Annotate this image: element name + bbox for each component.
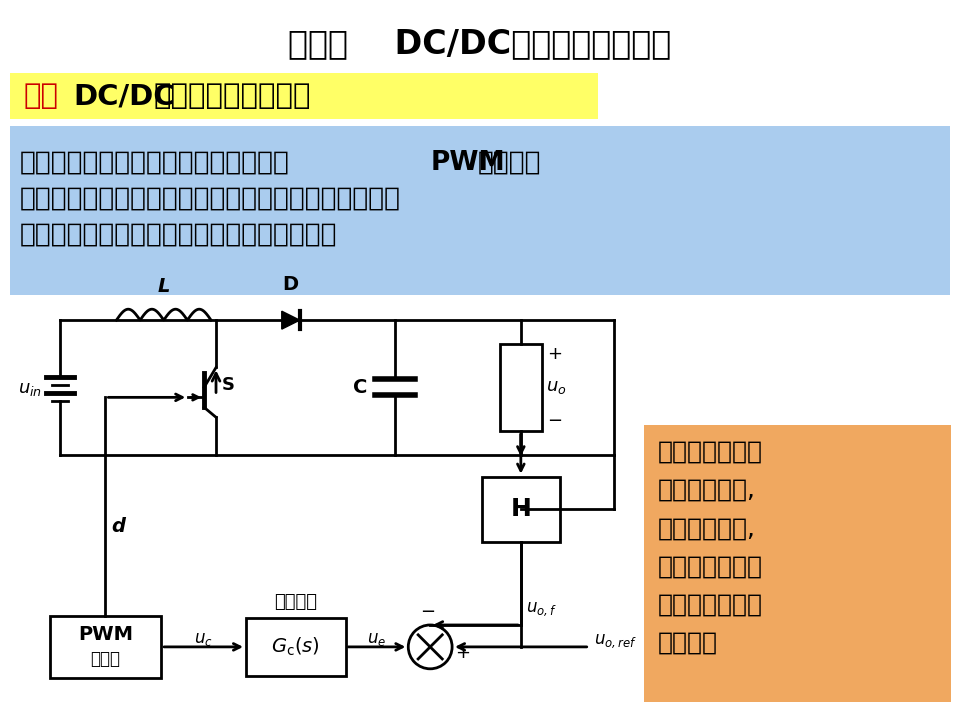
Text: D: D bbox=[282, 275, 299, 294]
Text: 调制器: 调制器 bbox=[90, 650, 120, 668]
Polygon shape bbox=[282, 311, 300, 329]
Text: d: d bbox=[111, 517, 126, 536]
Text: $u_{\mathregular{in}}$: $u_{\mathregular{in}}$ bbox=[17, 380, 41, 398]
Text: $u_{\mathregular{o,f}}$: $u_{\mathregular{o,f}}$ bbox=[526, 600, 557, 618]
Text: H: H bbox=[511, 498, 531, 521]
Text: 和动态性能的好坏与反馈控制设计密切相关。: 和动态性能的好坏与反馈控制设计密切相关。 bbox=[20, 222, 337, 248]
Text: $u_{\mathregular{o}}$: $u_{\mathregular{o}}$ bbox=[545, 379, 566, 397]
Text: C: C bbox=[353, 378, 368, 397]
Text: 第二章    DC/DC变换器的动态建模: 第二章 DC/DC变换器的动态建模 bbox=[288, 27, 672, 60]
Text: 一、: 一、 bbox=[24, 82, 59, 110]
Text: DC/DC: DC/DC bbox=[74, 82, 175, 110]
Circle shape bbox=[408, 625, 452, 669]
Bar bbox=[246, 618, 346, 676]
Text: 补偿网络: 补偿网络 bbox=[275, 593, 317, 611]
Text: S: S bbox=[222, 377, 235, 395]
Bar bbox=[10, 73, 597, 119]
Text: 先建立被控对象
动态数学模型,
得到传递函数,
再应用经典控制
理论进行补偿网
络设计。: 先建立被控对象 动态数学模型, 得到传递函数, 再应用经典控制 理论进行补偿网 … bbox=[658, 440, 762, 655]
Text: $G_{\mathregular{c}}(s)$: $G_{\mathregular{c}}(s)$ bbox=[272, 636, 321, 658]
Text: +: + bbox=[455, 644, 470, 662]
Bar bbox=[50, 616, 161, 678]
Text: $u_{\mathregular{e}}$: $u_{\mathregular{e}}$ bbox=[368, 630, 387, 648]
Bar bbox=[644, 425, 951, 702]
Text: PWM: PWM bbox=[78, 626, 132, 644]
Text: $u_{\mathregular{o,ref}}$: $u_{\mathregular{o,ref}}$ bbox=[593, 632, 636, 650]
Text: −: − bbox=[420, 603, 435, 621]
Bar bbox=[10, 126, 950, 295]
Text: −: − bbox=[547, 413, 562, 431]
Text: $u_{\mathregular{c}}$: $u_{\mathregular{c}}$ bbox=[194, 630, 213, 648]
Bar bbox=[482, 477, 560, 542]
Text: 电力电子系统一般由电力电子变换器、: 电力电子系统一般由电力电子变换器、 bbox=[20, 150, 290, 176]
Text: L: L bbox=[157, 277, 170, 296]
Bar bbox=[500, 343, 541, 431]
Text: PWM: PWM bbox=[430, 150, 505, 176]
Text: 调制器、: 调制器、 bbox=[478, 150, 541, 176]
Text: 反馈控制单元、驱动电路等组成。电力电子系统的静态: 反馈控制单元、驱动电路等组成。电力电子系统的静态 bbox=[20, 186, 400, 212]
Text: 变换器闭环控制系统: 变换器闭环控制系统 bbox=[154, 82, 311, 110]
Text: +: + bbox=[547, 345, 562, 363]
